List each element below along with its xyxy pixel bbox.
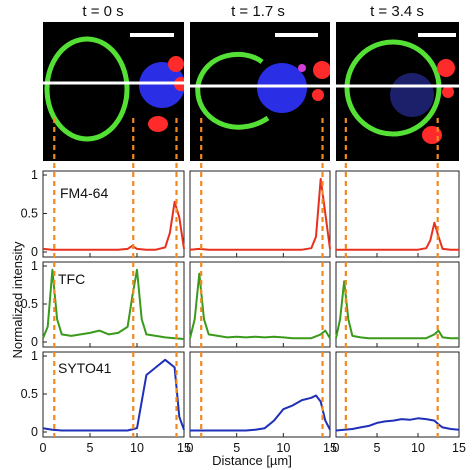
- membrane-ring: [344, 39, 442, 137]
- fm-spot: [437, 59, 455, 77]
- y-tick-label: 0.5: [21, 207, 38, 221]
- fm-spot: [312, 89, 324, 101]
- y-tick-label: 0.5: [21, 297, 38, 311]
- channel-label-syto41: SYTO41: [58, 360, 112, 376]
- trace-tfc: [189, 272, 331, 340]
- y-tick-label: 0: [31, 335, 38, 349]
- micrograph-1: [190, 22, 330, 161]
- trace-syto41: [42, 358, 185, 432]
- nucleus-blob: [390, 73, 434, 117]
- x-tick-label: 5: [87, 441, 94, 455]
- y-tick-label: 0.5: [21, 387, 38, 401]
- fm-spot: [168, 56, 184, 72]
- time-title-0: t = 0 s: [82, 3, 123, 20]
- y-tick-label: 1: [31, 259, 38, 273]
- scale-bar: [130, 33, 174, 37]
- y-tick-label: 0: [31, 245, 38, 259]
- x-tick-label: 5: [374, 441, 381, 455]
- trace-fm4-64: [336, 221, 459, 251]
- plot-frame: [189, 351, 331, 438]
- x-tick-label: 0: [187, 441, 194, 455]
- time-title-2: t = 3.4 s: [370, 3, 424, 20]
- trace-tfc: [42, 268, 185, 340]
- trace-tfc: [335, 280, 459, 340]
- x-tick-label: 15: [452, 441, 466, 455]
- plot-frame: [335, 351, 460, 438]
- nucleus-blob: [139, 62, 184, 108]
- x-tick-label: 10: [276, 441, 290, 455]
- x-tick-label: 0: [333, 441, 340, 455]
- scale-bar: [275, 33, 318, 37]
- trace-fm4-64: [42, 200, 185, 251]
- x-axis-label: Distance [µm]: [212, 453, 292, 468]
- membrane-ring: [44, 36, 130, 142]
- x-tick-label: 15: [323, 441, 337, 455]
- plot-frame: [189, 261, 331, 348]
- trace-syto41: [335, 417, 460, 432]
- x-tick-label: 0: [40, 441, 47, 455]
- plot-frame: [42, 170, 185, 258]
- fm-spot: [298, 64, 306, 72]
- fm-spot: [313, 61, 330, 79]
- x-tick-label: 15: [177, 441, 191, 455]
- plot-frame: [42, 351, 185, 438]
- trace-fm4-64: [189, 177, 331, 251]
- fm-spot: [148, 116, 168, 132]
- plot-frame: [189, 170, 331, 258]
- y-tick-label: 0: [31, 425, 38, 439]
- guide-lines: [53, 118, 439, 437]
- x-tick-label: 10: [411, 441, 425, 455]
- y-axis-label: Normalized intensity: [10, 241, 25, 359]
- micrograph-0: [43, 22, 184, 161]
- nucleus-blob: [257, 63, 307, 113]
- y-tick-label: 1: [31, 168, 38, 182]
- fm-spot: [442, 86, 454, 98]
- scale-bar: [418, 33, 456, 37]
- y-tick-label: 1: [31, 349, 38, 363]
- fm-spot: [422, 126, 442, 144]
- trace-syto41: [190, 394, 331, 432]
- x-tick-label: 5: [233, 441, 240, 455]
- plot-frame: [335, 261, 460, 348]
- time-title-1: t = 1.7 s: [231, 3, 285, 20]
- channel-label-fm4-64: FM4-64: [60, 185, 108, 201]
- micrograph-2: [336, 22, 459, 161]
- x-tick-label: 10: [130, 441, 144, 455]
- channel-label-tfc: TFC: [58, 271, 85, 287]
